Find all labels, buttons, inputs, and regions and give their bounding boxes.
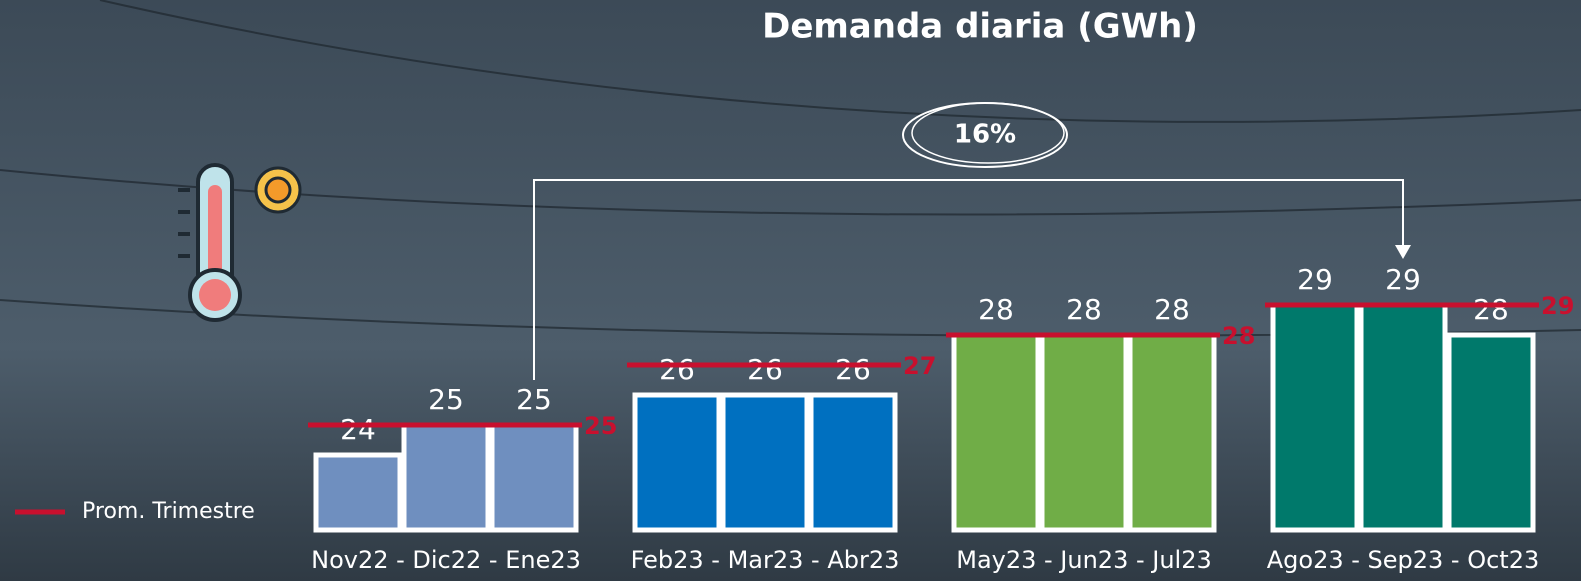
bar: [316, 455, 400, 530]
x-tick-label: Nov22 - Dic22 - Ene23: [311, 546, 581, 574]
value-label: 28: [1473, 293, 1509, 326]
legend-label: Prom. Trimestre: [82, 499, 255, 524]
bar: [1361, 305, 1445, 530]
average-label: 27: [903, 352, 936, 380]
bar: [1449, 335, 1533, 530]
annotation: 16%: [954, 120, 1016, 150]
chart-title: Demanda diaria (GWh): [762, 7, 1198, 47]
value-label: 25: [516, 383, 552, 416]
value-label: 28: [1154, 293, 1190, 326]
value-label: 26: [747, 353, 783, 386]
bar: [1273, 305, 1357, 530]
bar: [723, 395, 807, 530]
bar: [492, 425, 576, 530]
x-tick-label: Feb23 - Mar23 - Abr23: [631, 546, 900, 574]
value-label: 29: [1297, 263, 1333, 296]
value-label: 26: [659, 353, 695, 386]
average-label: 29: [1541, 292, 1574, 320]
bar: [635, 395, 719, 530]
bar: [811, 395, 895, 530]
x-tick-label: Ago23 - Sep23 - Oct23: [1267, 546, 1540, 574]
value-label: 29: [1385, 263, 1421, 296]
value-label: 25: [428, 383, 464, 416]
value-label: 24: [340, 413, 376, 446]
value-label: 26: [835, 353, 871, 386]
average-label: 28: [1222, 322, 1255, 350]
page: {"chart_data": {"type": "bar", "title": …: [0, 0, 1581, 581]
average-label: 25: [584, 412, 617, 440]
bar: [404, 425, 488, 530]
bar: [1130, 335, 1214, 530]
x-tick-label: May23 - Jun23 - Jul23: [956, 546, 1212, 574]
bar: [954, 335, 1038, 530]
value-label: 28: [978, 293, 1014, 326]
value-label: 28: [1066, 293, 1102, 326]
bar: [1042, 335, 1126, 530]
chart: Demanda diaria (GWh) 16% Prom. Trimestre…: [0, 0, 1581, 581]
